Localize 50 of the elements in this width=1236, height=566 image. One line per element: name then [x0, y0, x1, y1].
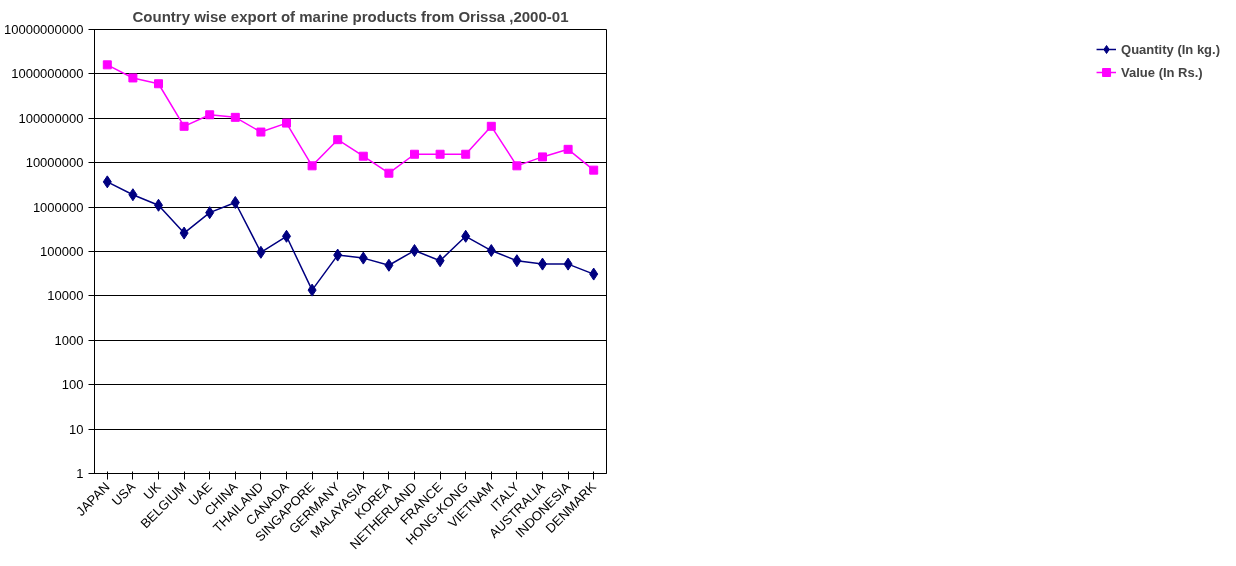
y-tick-label: 1: [76, 466, 84, 481]
point: [435, 149, 445, 159]
legend-label: Quantity (In kg.): [1121, 41, 1220, 57]
point: [256, 127, 266, 137]
point: [563, 257, 573, 271]
point: [563, 144, 573, 154]
point: [179, 226, 189, 240]
y-tick-label: 10: [69, 421, 84, 437]
point: [205, 206, 215, 220]
point: [230, 195, 240, 209]
point: [102, 60, 112, 70]
y-tick-label: 100000: [40, 244, 84, 259]
point: [512, 254, 522, 268]
point: [486, 121, 496, 131]
y-tick-label: 1000: [54, 332, 84, 348]
point: [102, 175, 112, 189]
y-tick-label: 10000000000: [3, 22, 84, 37]
y-tick-label: 1000000000: [11, 66, 84, 82]
point: [384, 168, 394, 178]
legend-label: Value (In Rs.): [1121, 64, 1203, 80]
point: [307, 283, 317, 297]
y-tick-label: 100: [61, 377, 84, 393]
point: [282, 118, 291, 128]
y-tick-label: 10000000: [25, 155, 84, 171]
y-tick-label: 10000: [47, 288, 84, 304]
point: [384, 258, 394, 272]
point: [333, 248, 343, 262]
point: [512, 161, 522, 171]
point: [154, 79, 163, 89]
point: [435, 254, 445, 268]
point: [461, 149, 471, 159]
chart-title: Country wise export of marine products from Orissa ,2000-01: [132, 7, 569, 25]
point: [589, 165, 599, 175]
point: [358, 151, 368, 161]
y-tick-label: 100000000: [18, 110, 84, 126]
point: [179, 121, 189, 131]
point: [128, 73, 138, 83]
point: [358, 251, 368, 265]
point: [589, 267, 599, 281]
point: [307, 161, 317, 171]
point: [205, 110, 215, 120]
point: [128, 188, 138, 202]
point: [410, 149, 419, 159]
point: [256, 245, 266, 259]
point: [333, 135, 343, 145]
y-tick-label: 1000000: [32, 199, 84, 215]
point: [230, 112, 240, 122]
point: [538, 152, 547, 162]
point: [461, 229, 471, 243]
point: [486, 244, 496, 258]
